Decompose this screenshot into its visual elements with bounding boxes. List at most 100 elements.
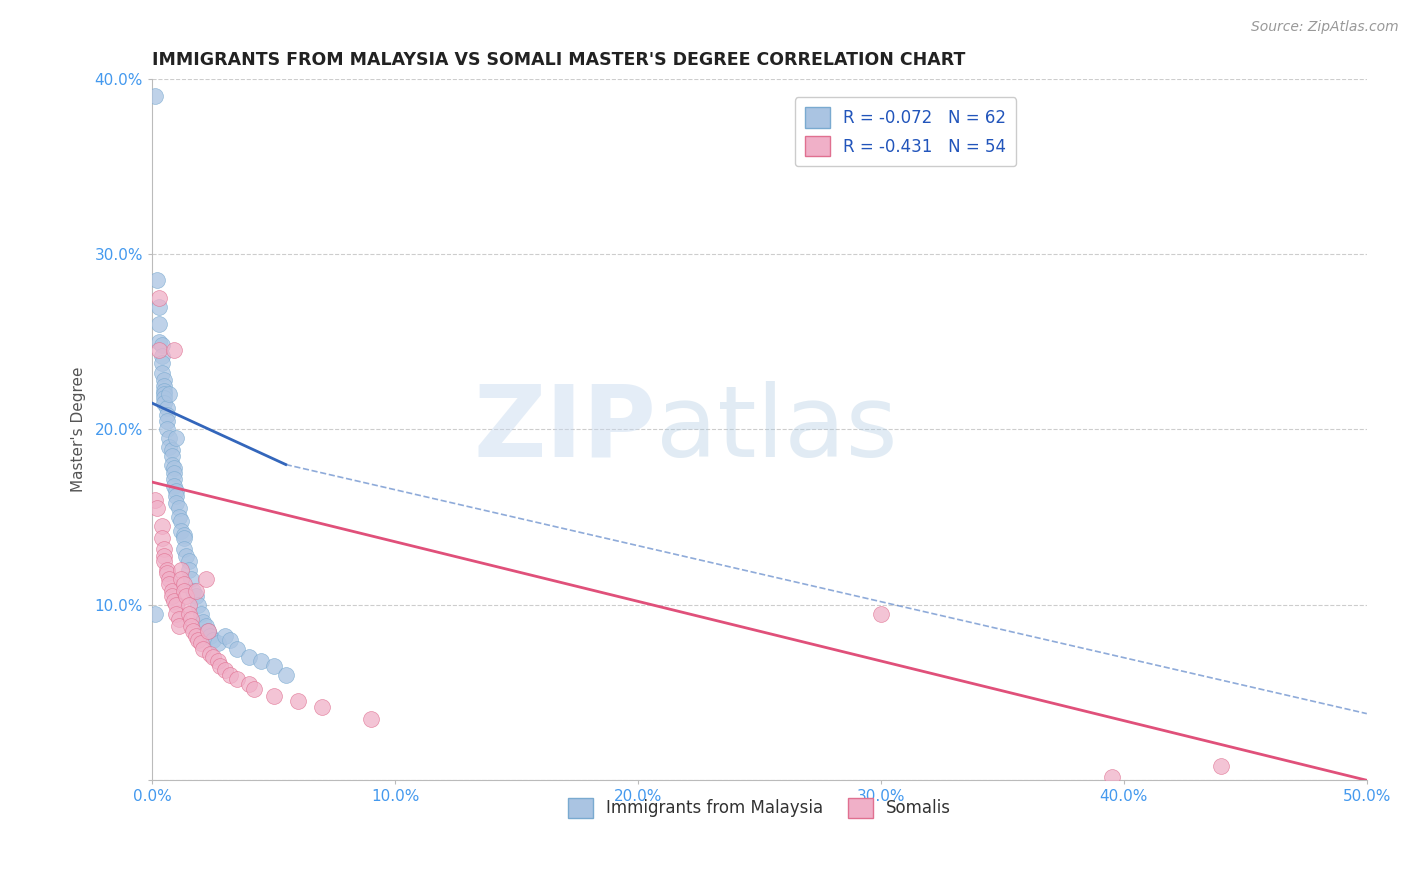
- Point: [187, 598, 209, 612]
- Point: [209, 659, 232, 673]
- Point: [156, 422, 179, 436]
- Point: [157, 440, 180, 454]
- Point: [201, 650, 224, 665]
- Point: [160, 589, 183, 603]
- Point: [177, 607, 200, 621]
- Point: [214, 630, 236, 644]
- Point: [187, 632, 209, 647]
- Point: [191, 641, 214, 656]
- Point: [197, 624, 219, 639]
- Point: [173, 583, 195, 598]
- Point: [165, 483, 187, 498]
- Point: [190, 636, 212, 650]
- Point: [165, 598, 187, 612]
- Point: [180, 619, 202, 633]
- Point: [274, 668, 297, 682]
- Point: [200, 647, 222, 661]
- Point: [177, 563, 200, 577]
- Point: [311, 699, 333, 714]
- Point: [180, 572, 202, 586]
- Point: [165, 489, 187, 503]
- Point: [170, 572, 193, 586]
- Point: [184, 583, 207, 598]
- Point: [183, 624, 205, 639]
- Point: [153, 549, 176, 563]
- Point: [146, 501, 169, 516]
- Point: [148, 291, 170, 305]
- Point: [156, 409, 179, 423]
- Text: Source: ZipAtlas.com: Source: ZipAtlas.com: [1251, 20, 1399, 34]
- Point: [157, 572, 180, 586]
- Point: [226, 641, 249, 656]
- Point: [148, 317, 170, 331]
- Point: [160, 449, 183, 463]
- Point: [156, 563, 179, 577]
- Text: ZIP: ZIP: [474, 381, 657, 478]
- Point: [167, 510, 190, 524]
- Point: [157, 577, 180, 591]
- Point: [150, 356, 173, 370]
- Point: [190, 607, 212, 621]
- Point: [150, 531, 173, 545]
- Point: [238, 677, 260, 691]
- Legend: Immigrants from Malaysia, Somalis: Immigrants from Malaysia, Somalis: [561, 791, 957, 824]
- Point: [173, 577, 195, 591]
- Point: [153, 384, 176, 398]
- Point: [167, 612, 190, 626]
- Point: [180, 612, 202, 626]
- Point: [148, 300, 170, 314]
- Point: [153, 387, 176, 401]
- Point: [163, 471, 186, 485]
- Point: [170, 524, 193, 538]
- Point: [174, 549, 197, 563]
- Point: [156, 401, 179, 416]
- Point: [156, 566, 179, 581]
- Point: [148, 343, 170, 358]
- Point: [173, 531, 195, 545]
- Point: [160, 583, 183, 598]
- Point: [146, 273, 169, 287]
- Y-axis label: Master's Degree: Master's Degree: [72, 367, 86, 492]
- Point: [150, 519, 173, 533]
- Point: [173, 527, 195, 541]
- Point: [191, 615, 214, 630]
- Point: [160, 443, 183, 458]
- Point: [263, 689, 285, 703]
- Point: [153, 391, 176, 405]
- Point: [200, 630, 222, 644]
- Point: [184, 630, 207, 644]
- Point: [163, 594, 186, 608]
- Point: [177, 598, 200, 612]
- Point: [243, 682, 266, 697]
- Point: [207, 654, 229, 668]
- Point: [263, 659, 285, 673]
- Point: [167, 501, 190, 516]
- Point: [153, 541, 176, 556]
- Point: [163, 467, 186, 481]
- Point: [201, 632, 224, 647]
- Point: [173, 541, 195, 556]
- Point: [218, 668, 240, 682]
- Point: [163, 343, 186, 358]
- Point: [163, 461, 186, 475]
- Point: [153, 378, 176, 392]
- Point: [218, 632, 240, 647]
- Point: [150, 338, 173, 352]
- Point: [226, 672, 249, 686]
- Point: [250, 654, 273, 668]
- Text: atlas: atlas: [657, 381, 898, 478]
- Point: [165, 607, 187, 621]
- Point: [165, 496, 187, 510]
- Point: [156, 414, 179, 428]
- Point: [157, 387, 180, 401]
- Point: [143, 607, 166, 621]
- Point: [238, 650, 260, 665]
- Point: [194, 619, 217, 633]
- Point: [150, 366, 173, 380]
- Point: [160, 458, 183, 472]
- Point: [170, 514, 193, 528]
- Text: IMMIGRANTS FROM MALAYSIA VS SOMALI MASTER'S DEGREE CORRELATION CHART: IMMIGRANTS FROM MALAYSIA VS SOMALI MASTE…: [152, 51, 966, 69]
- Point: [143, 89, 166, 103]
- Point: [207, 636, 229, 650]
- Point: [153, 396, 176, 410]
